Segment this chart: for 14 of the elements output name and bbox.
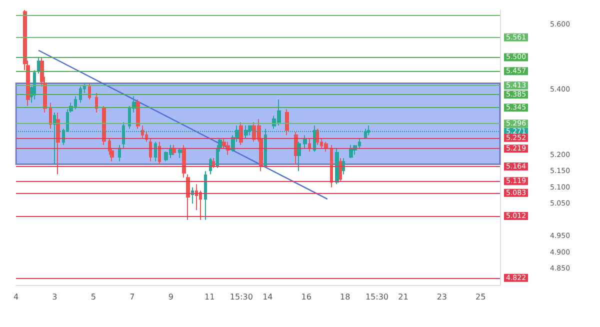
x-tick-label: 5 xyxy=(90,292,96,302)
x-tick-label: 23 xyxy=(436,292,448,302)
x-tick-label: 15:30 xyxy=(365,292,389,302)
x-tick-label: 9 xyxy=(168,292,174,302)
x-tick-label: 3 xyxy=(52,292,58,302)
x-tick-label: 15:30 xyxy=(230,292,253,302)
x-tick-label: 11 xyxy=(204,292,215,302)
x-tick-label: 4 xyxy=(13,292,19,302)
x-tick-label: 16 xyxy=(301,292,312,302)
x-tick-label: 21 xyxy=(398,292,408,302)
x-tick-label: 7 xyxy=(130,292,135,302)
x-tick-label: 25 xyxy=(476,292,486,302)
x-tick-label: 14 xyxy=(262,292,273,302)
x-tick-label: 18 xyxy=(340,292,350,302)
